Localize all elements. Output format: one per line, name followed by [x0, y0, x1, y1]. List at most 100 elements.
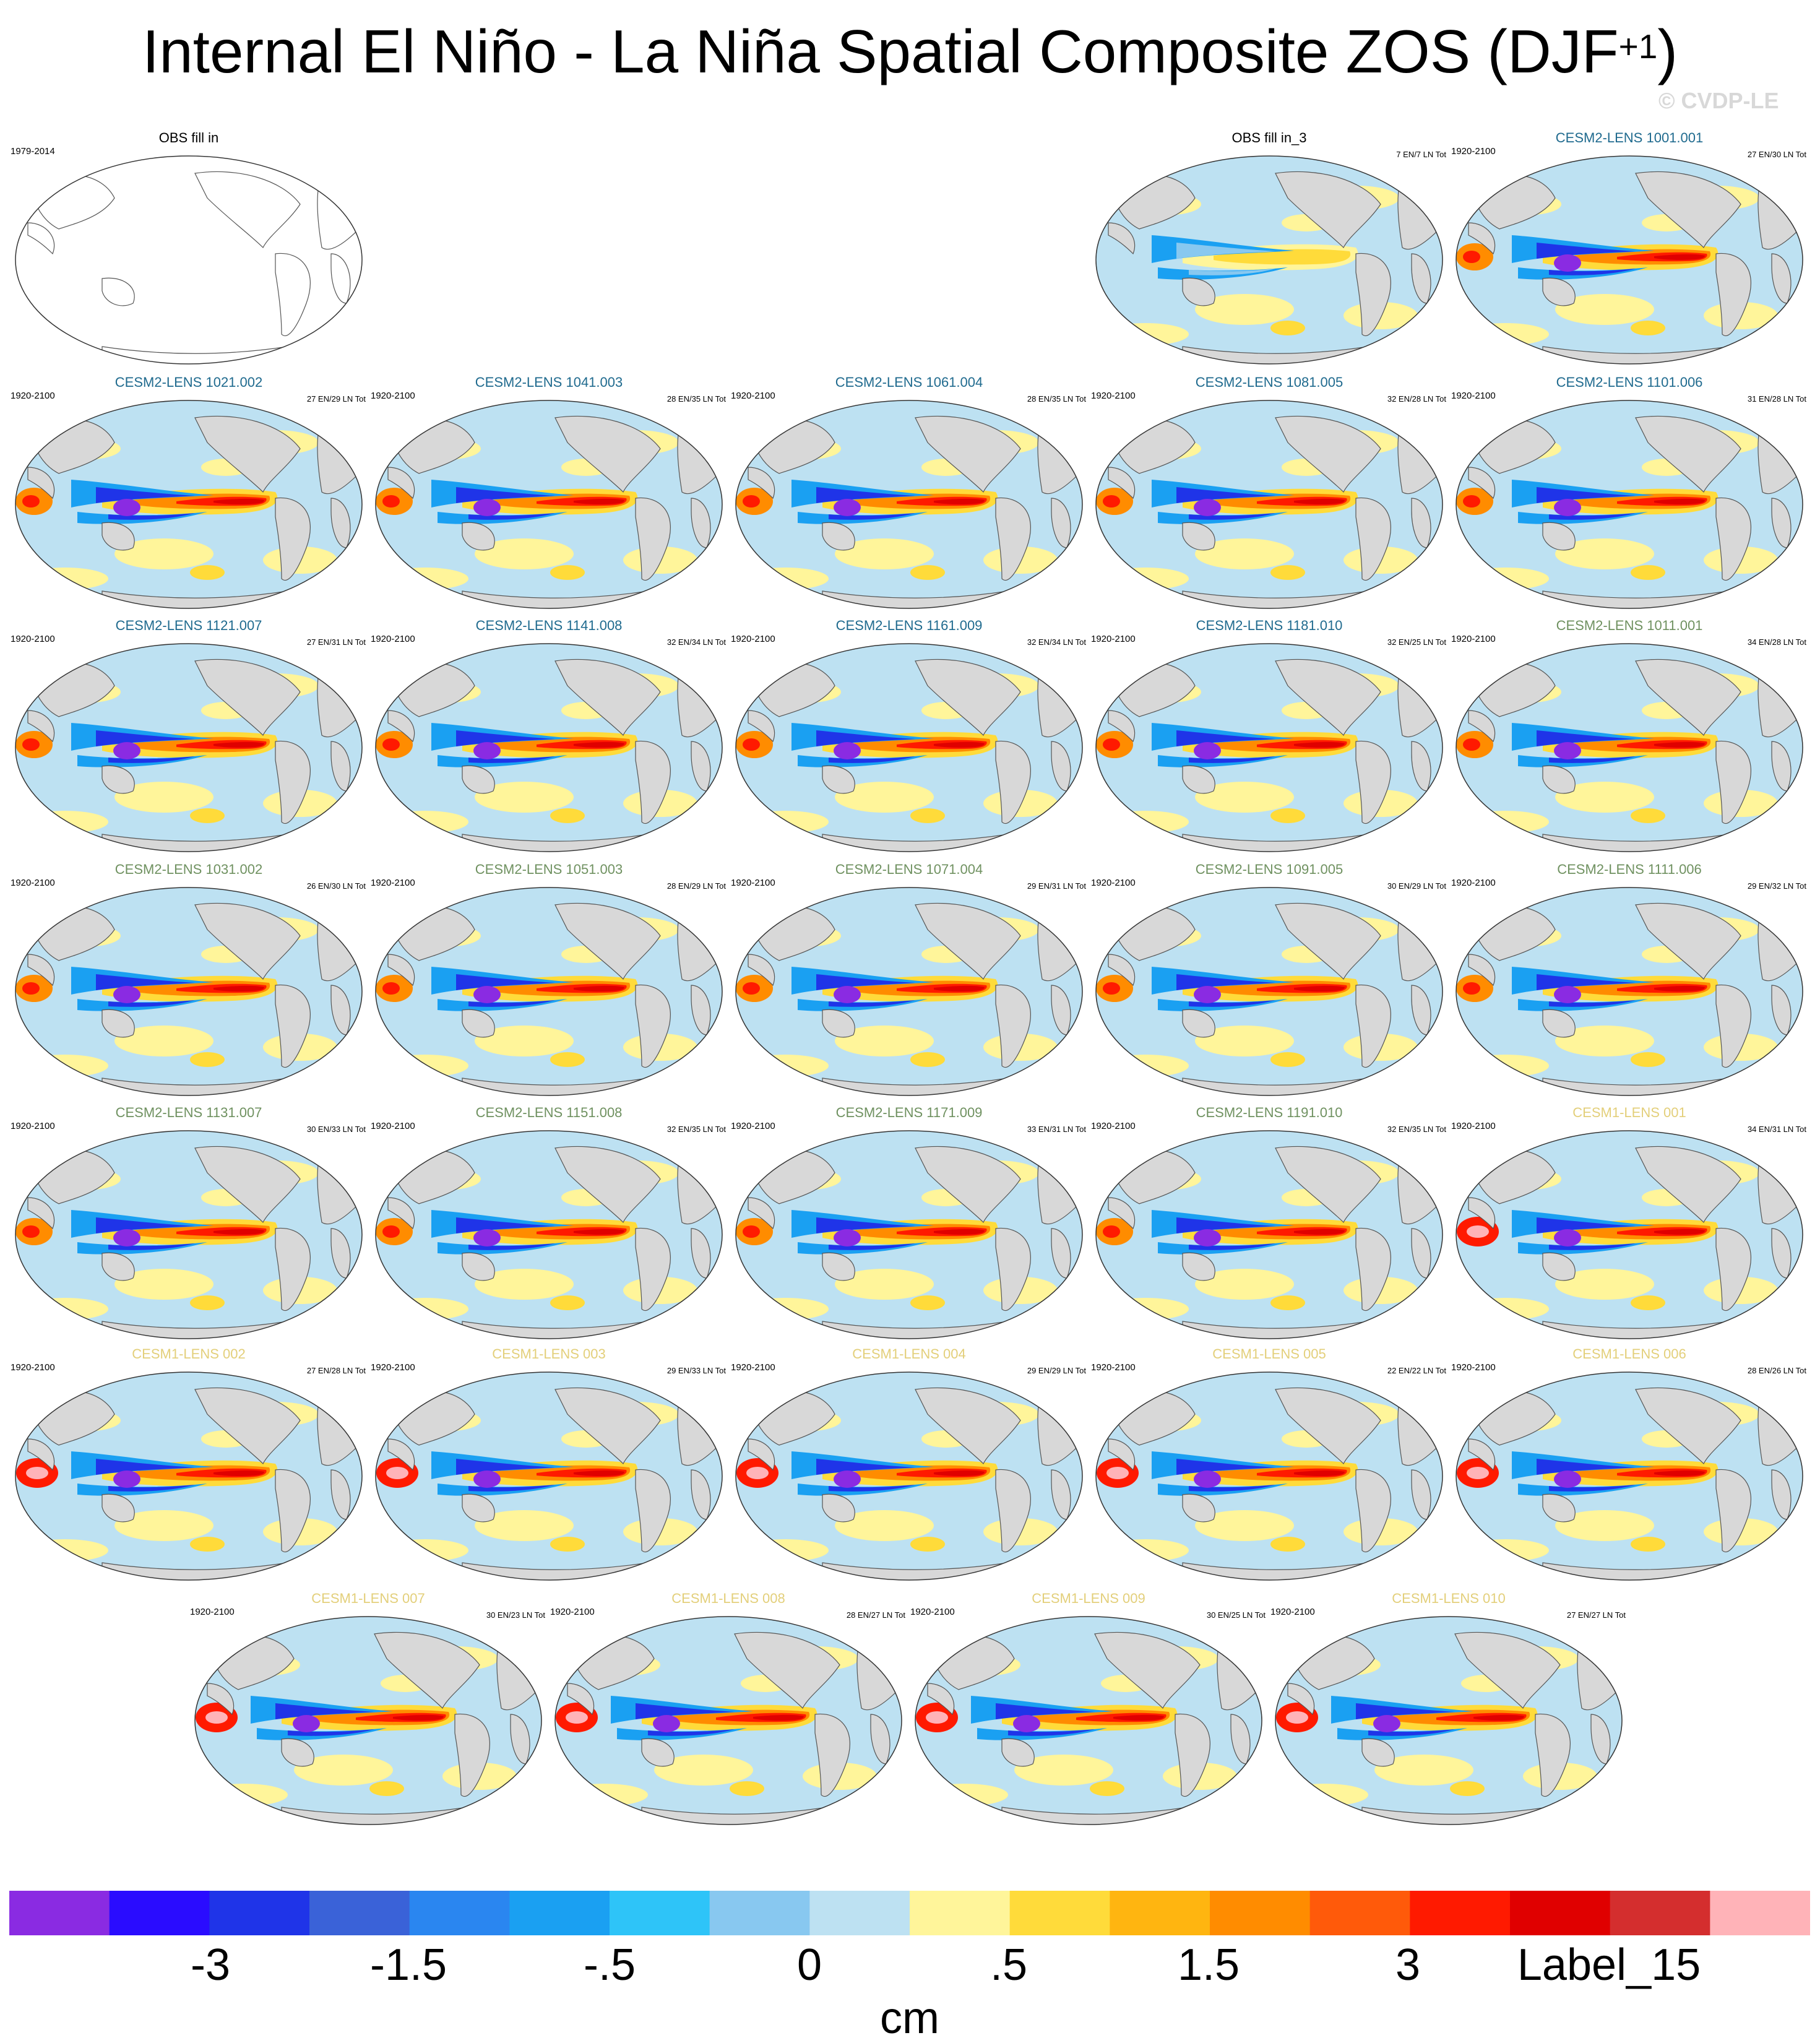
map-border: [15, 1371, 363, 1581]
la-nina-anomaly: [108, 1485, 195, 1492]
map-border: [554, 1616, 902, 1825]
la-nina-anomaly: [1189, 269, 1275, 275]
south-pacific-anomaly: [910, 1295, 945, 1310]
maritime-continent-minimum: [1554, 1471, 1581, 1488]
maritime-continent-minimum: [293, 1715, 320, 1732]
land-mass: [1635, 1387, 1741, 1465]
positive-anomaly-patch: [114, 782, 213, 813]
panel-event-count: 28 EN/29 LN Tot: [666, 881, 726, 891]
map-border: [1456, 643, 1803, 852]
positive-anomaly-patch: [1195, 782, 1294, 813]
colorbar-tick-label: -1.5: [369, 1940, 447, 1990]
la-nina-anomaly: [829, 1243, 915, 1250]
positive-anomaly-patch: [475, 1510, 574, 1541]
el-nino-core: [753, 1714, 804, 1721]
la-nina-anomaly: [1537, 487, 1636, 503]
panel-event-count: 30 EN/29 LN Tot: [1387, 881, 1446, 891]
positive-anomaly-patch: [654, 1755, 753, 1786]
panel-period: 1920-2100: [11, 634, 55, 644]
la-nina-anomaly: [1537, 1217, 1636, 1233]
el-nino-core: [1294, 741, 1345, 748]
land-mass: [27, 954, 55, 987]
land-mass: [641, 1738, 675, 1767]
land-mass: [915, 902, 1021, 980]
land-mass: [915, 415, 1021, 493]
positive-anomaly-patch: [742, 1055, 829, 1077]
map-border: [15, 155, 363, 365]
positive-anomaly-patch: [1195, 1510, 1294, 1541]
panel-title: CESM2-LENS 1131.007: [115, 1105, 262, 1120]
map-border: [1275, 1616, 1623, 1825]
indian-ocean-core: [1103, 982, 1120, 995]
positive-anomaly-patch: [1555, 1510, 1654, 1541]
la-nina-anomaly: [636, 1703, 735, 1719]
land-mass: [1542, 522, 1576, 551]
la-nina-anomaly: [1537, 974, 1636, 990]
positive-anomaly-patch: [1555, 782, 1654, 813]
positive-anomaly-patch: [114, 538, 213, 569]
el-nino-core: [213, 1229, 264, 1235]
land-mass: [1715, 740, 1751, 824]
land-mass: [1355, 1469, 1391, 1553]
panel-title: CESM2-LENS 1021.002: [114, 374, 263, 390]
positive-anomaly-patch: [22, 1539, 108, 1561]
la-nina-anomaly: [1008, 1729, 1095, 1736]
maritime-continent-minimum: [473, 986, 501, 1003]
land-mass: [927, 1683, 955, 1716]
map-panel: CESM2-LENS 1131.007 1920-2100 30 EN/33 LN …: [9, 1105, 368, 1340]
land-mass: [462, 1252, 495, 1281]
la-nina-anomaly: [468, 1243, 555, 1250]
el-nino-core: [574, 1470, 624, 1476]
panel-period: 1920-2100: [1451, 1362, 1496, 1373]
indian-ocean-core: [1463, 982, 1480, 995]
colorbar: [9, 1891, 1810, 1935]
positive-anomaly-patch: [382, 568, 468, 590]
land-mass: [27, 1197, 55, 1230]
panel-event-count: 27 EN/28 LN Tot: [306, 1366, 366, 1375]
land-mass: [101, 522, 135, 551]
la-nina-anomaly: [816, 487, 915, 503]
indian-ocean-core: [566, 1711, 588, 1724]
positive-anomaly-patch: [1555, 538, 1654, 569]
panel-period: 1920-2100: [1091, 1121, 1136, 1131]
land-mass: [635, 1227, 671, 1311]
map-panel: CESM1-LENS 010 1920-2100 27 EN/27 LN Tot: [1269, 1591, 1628, 1826]
la-nina-anomaly: [468, 513, 555, 520]
indian-ocean-core: [22, 495, 40, 508]
map-panel: CESM2-LENS 1191.010 1920-2100 32 EN/35 LN …: [1090, 1105, 1449, 1340]
land-mass: [995, 497, 1031, 581]
positive-anomaly-patch: [475, 1026, 574, 1056]
map-panel: CESM2-LENS 1041.003 1920-2100 28 EN/35 LN …: [369, 374, 728, 610]
map-panel: CESM2-LENS 1121.007 1920-2100 27 EN/31 LN …: [9, 618, 368, 853]
la-nina-anomaly: [1549, 1000, 1636, 1007]
panel-period: 1979-2014: [11, 146, 55, 157]
world-map: [15, 155, 363, 365]
land-mass: [275, 1469, 311, 1553]
land-mass: [1635, 415, 1741, 493]
south-pacific-anomaly: [910, 565, 945, 580]
south-pacific-anomaly: [1090, 1781, 1124, 1796]
land-mass: [101, 1493, 135, 1523]
la-nina-anomaly: [1176, 487, 1275, 503]
panel-event-count: 30 EN/33 LN Tot: [306, 1125, 366, 1134]
world-map: [15, 1371, 363, 1581]
south-pacific-anomaly: [1450, 1781, 1485, 1796]
la-nina-anomaly: [996, 1703, 1095, 1719]
world-map: [15, 887, 363, 1096]
map-panel: CESM2-LENS 1151.008 1920-2100 32 EN/35 LN …: [369, 1105, 728, 1340]
el-nino-core: [1654, 985, 1705, 991]
la-nina-anomaly: [456, 974, 555, 990]
land-mass: [194, 415, 301, 493]
el-nino-core: [213, 985, 264, 991]
land-mass: [814, 1713, 850, 1797]
indian-ocean-core: [743, 1225, 760, 1238]
panel-period: 1920-2100: [371, 634, 415, 644]
land-mass: [281, 1738, 314, 1767]
panel-period: 1920-2100: [190, 1607, 235, 1617]
positive-anomaly-patch: [921, 1784, 1008, 1806]
land-mass: [275, 497, 311, 581]
south-pacific-anomaly: [910, 808, 945, 823]
south-pacific-anomaly: [550, 565, 585, 580]
colorbar-swatch: [809, 1891, 910, 1935]
land-mass: [1468, 222, 1496, 255]
